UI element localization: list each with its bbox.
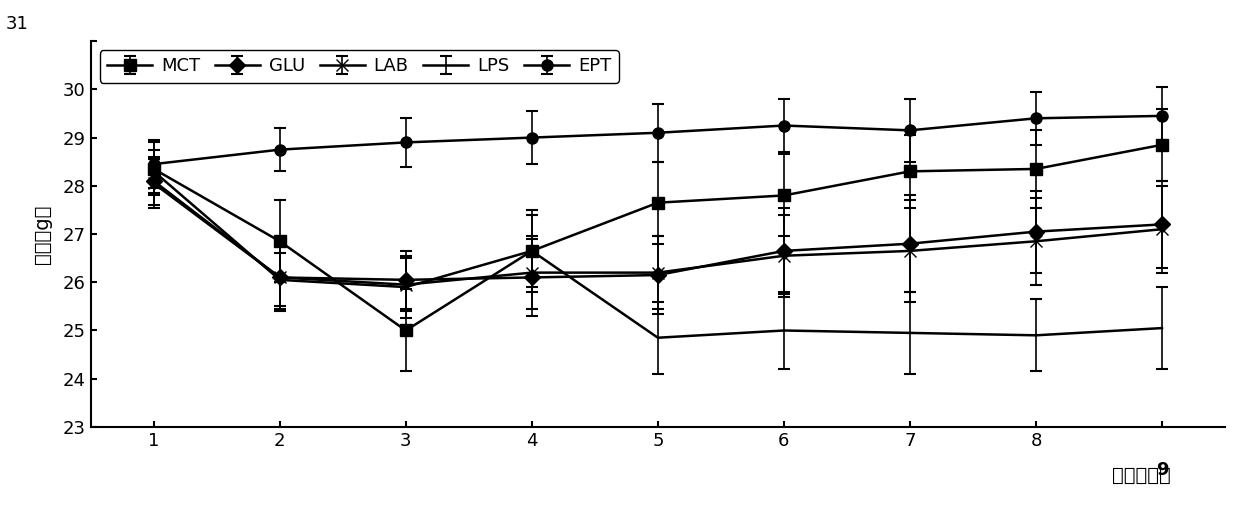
Y-axis label: 体重（g）: 体重（g） xyxy=(32,204,52,263)
Text: 9: 9 xyxy=(1156,461,1168,479)
Text: 时间（天）: 时间（天） xyxy=(1111,466,1171,485)
Legend: MCT, GLU, LAB, LPS, EPT: MCT, GLU, LAB, LPS, EPT xyxy=(99,50,619,82)
Text: 31: 31 xyxy=(5,15,29,33)
